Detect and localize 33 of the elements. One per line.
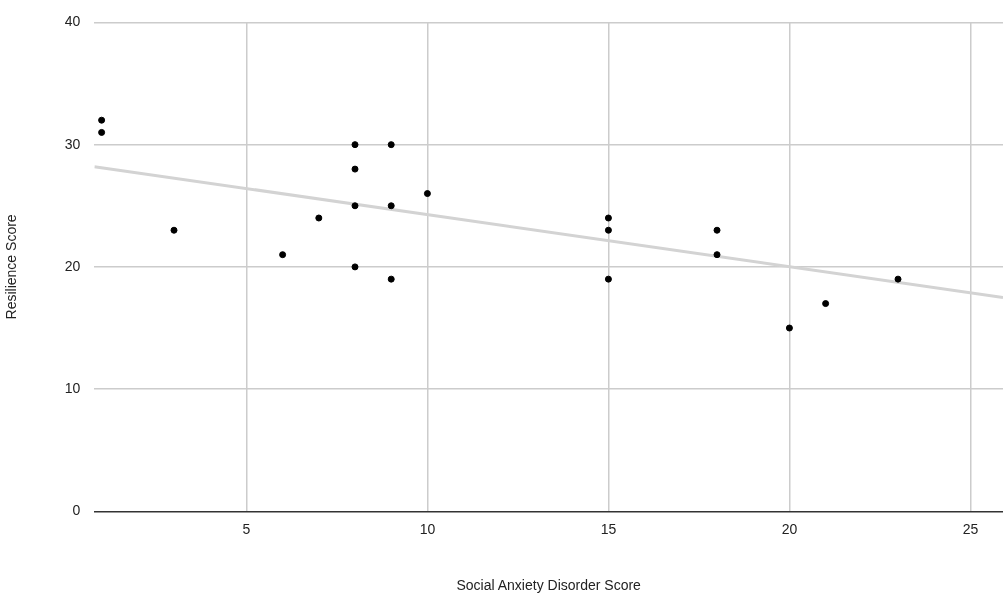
- x-tick-label: 25: [962, 520, 979, 537]
- point: [351, 165, 359, 173]
- point: [170, 226, 178, 234]
- point: [785, 324, 793, 332]
- y-tick-label: 0: [72, 502, 81, 519]
- point: [315, 214, 323, 222]
- point: [604, 226, 612, 234]
- point: [604, 214, 612, 222]
- point: [351, 202, 359, 210]
- x-tick-label: 20: [781, 520, 798, 537]
- point: [894, 275, 902, 283]
- x-tick-label: 15: [600, 520, 617, 537]
- point: [604, 275, 612, 283]
- y-axis-title: Resilience Score: [3, 214, 20, 320]
- point: [98, 128, 106, 136]
- point: [279, 251, 287, 259]
- y-tick-label: 30: [64, 135, 81, 152]
- y-tick-label: 10: [64, 380, 81, 397]
- x-axis-title: Social Anxiety Disorder Score: [456, 577, 642, 594]
- point: [387, 202, 395, 210]
- point: [351, 263, 359, 271]
- point: [387, 275, 395, 283]
- point: [423, 190, 431, 198]
- point: [387, 141, 395, 149]
- x-tick-label: 10: [419, 520, 436, 537]
- y-tick-label: 20: [64, 257, 81, 274]
- point: [98, 116, 106, 124]
- point: [351, 141, 359, 149]
- point: [713, 251, 721, 259]
- y-tick-label: 40: [64, 13, 81, 30]
- x-tick-label: 5: [242, 520, 251, 537]
- point: [822, 300, 830, 308]
- point: [713, 226, 721, 234]
